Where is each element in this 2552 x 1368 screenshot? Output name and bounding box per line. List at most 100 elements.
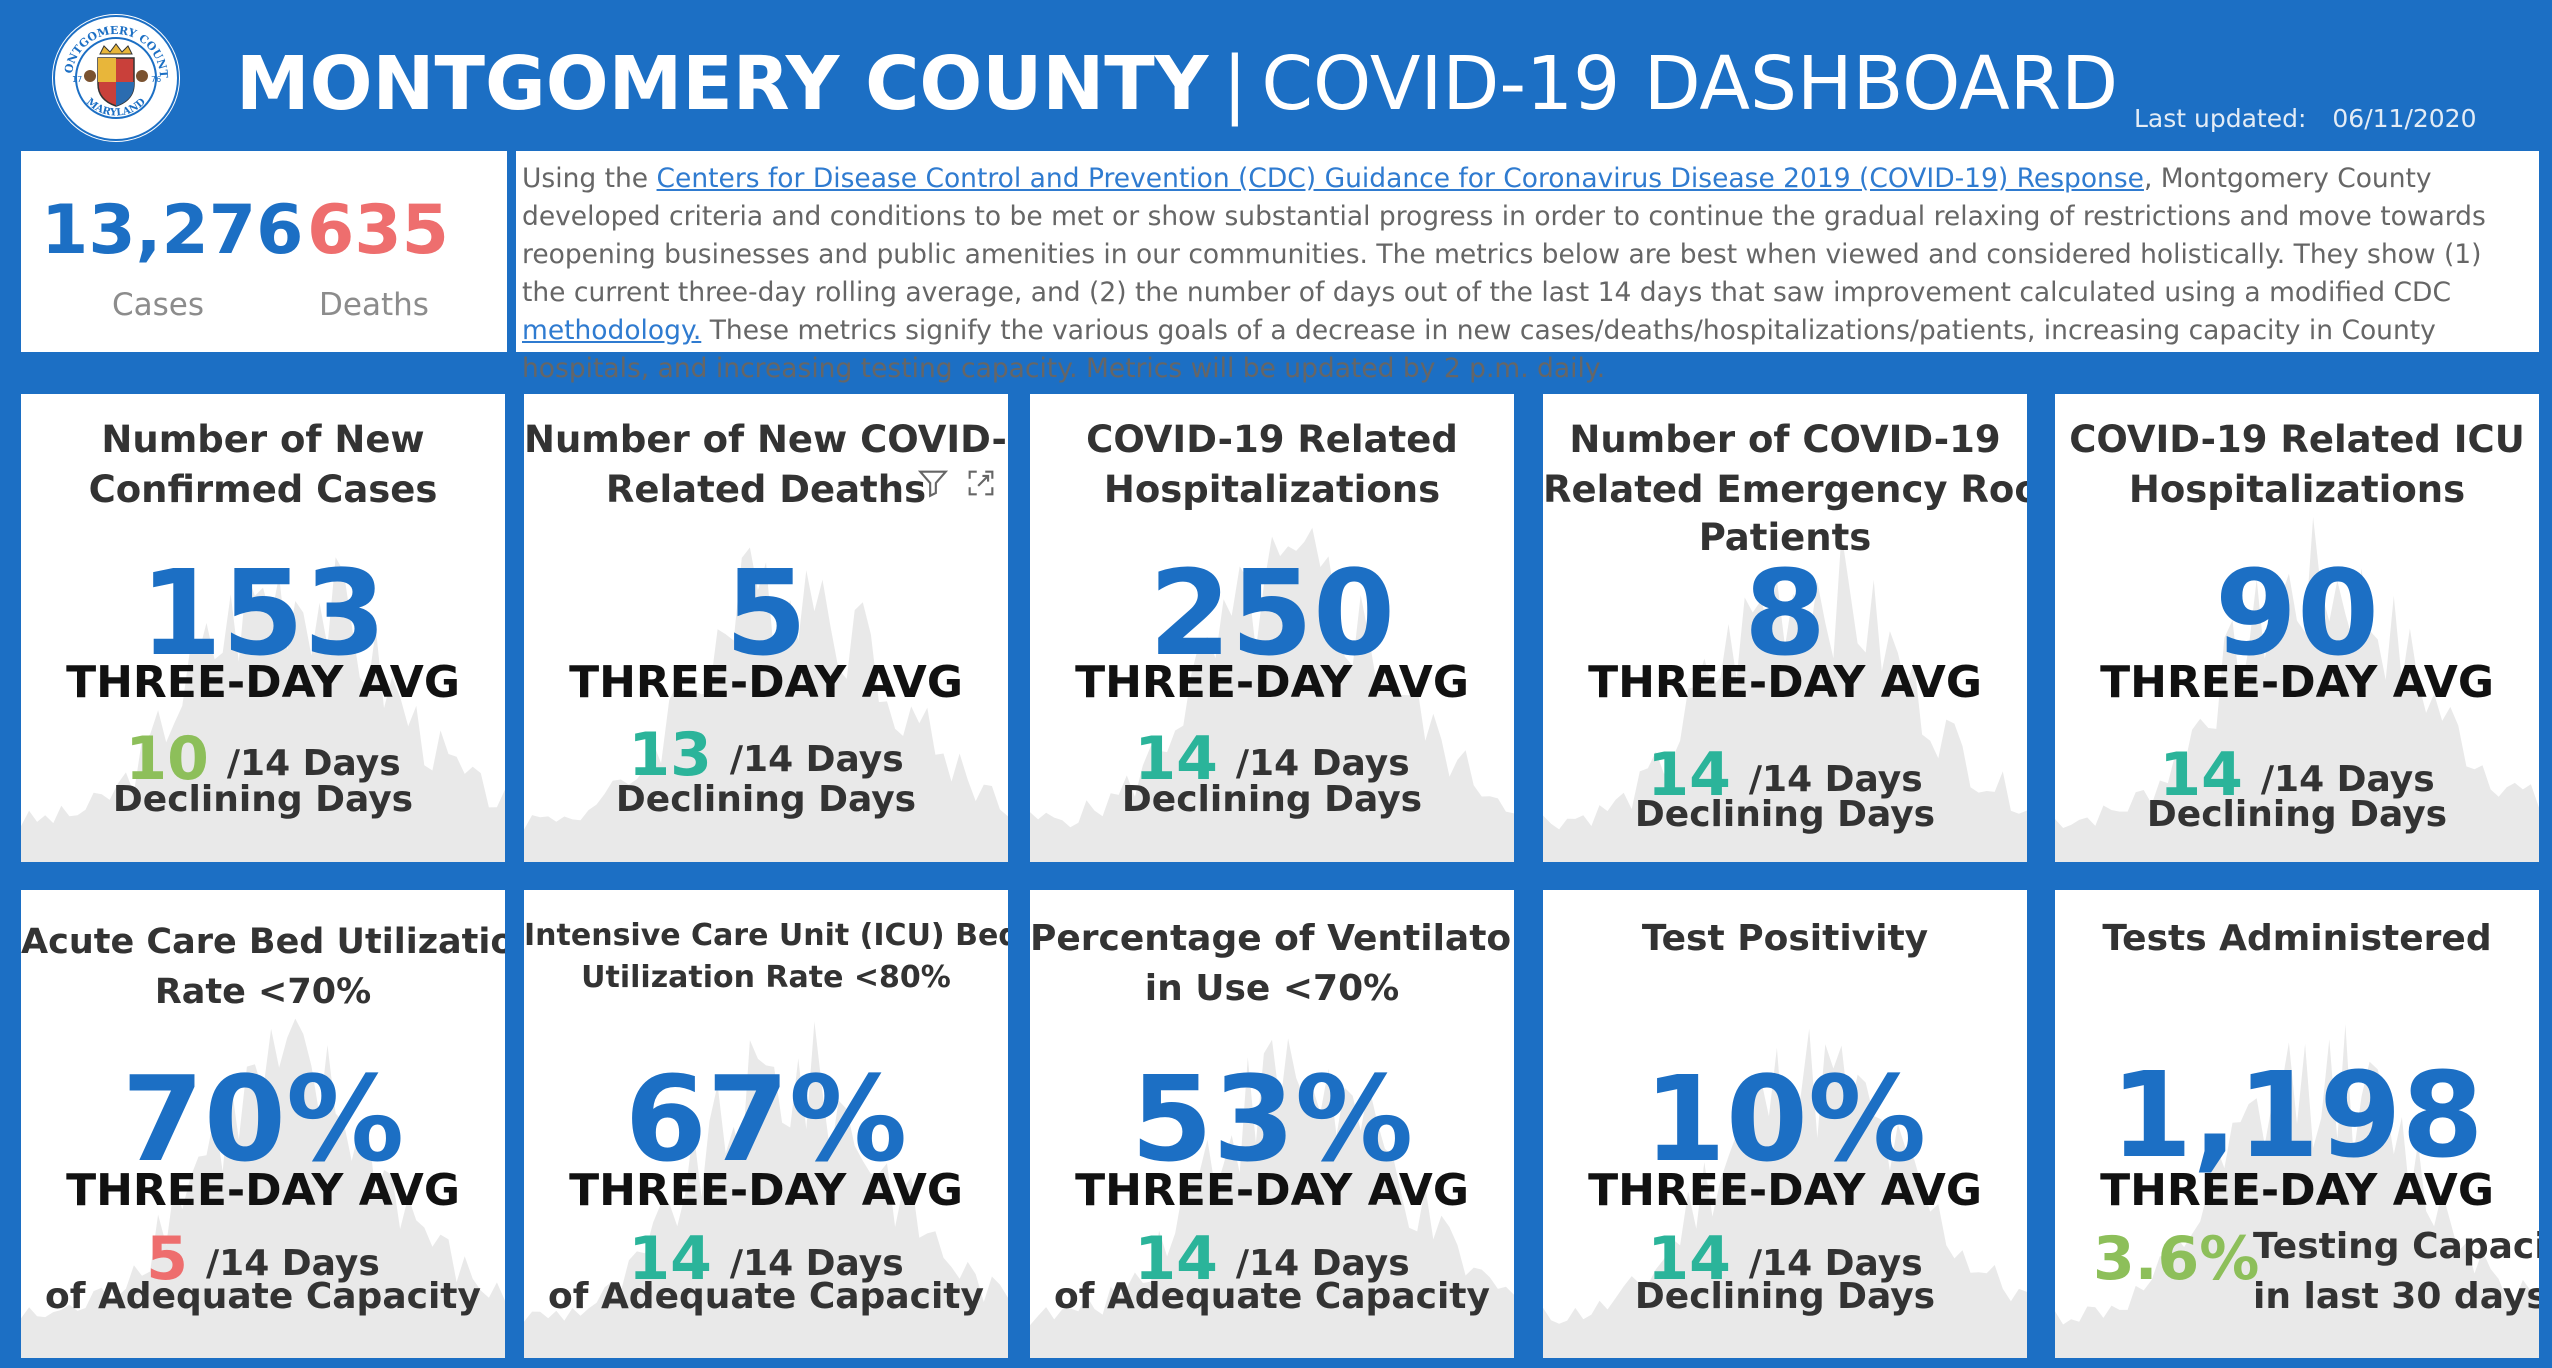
three-day-avg-label: THREE-DAY AVG: [569, 657, 963, 708]
days-count-number: 14: [1647, 740, 1731, 810]
days-count: 14/14 Days: [1543, 740, 2027, 810]
card-title-line: Tests Administered: [2102, 918, 2492, 959]
trend-area: [21, 1018, 505, 1358]
days-count: 10/14 Days: [21, 724, 505, 794]
three-day-avg-label: THREE-DAY AVG: [66, 1165, 460, 1216]
card-subtitle: Testing Capacity: [2253, 1226, 2539, 1267]
days-count-number: 5: [146, 1224, 188, 1294]
days-count-suffix: /14 Days: [1235, 743, 1410, 784]
title-separator: |: [1222, 41, 1248, 127]
days-count-number: 14: [1134, 1224, 1218, 1294]
days-count: 14/14 Days: [2055, 740, 2539, 810]
trend-area: [2055, 517, 2539, 862]
trend-area-chart: [524, 1021, 1008, 1358]
days-count-number: 14: [628, 1224, 712, 1294]
metric-value: 70%: [121, 1050, 405, 1188]
deaths-label: Deaths: [319, 287, 429, 323]
card-subtitle: of Adequate Capacity: [548, 1276, 984, 1317]
cases-label: Cases: [112, 287, 205, 323]
card-title-line: Patients: [1698, 516, 1872, 559]
three-day-avg-label: THREE-DAY AVG: [2100, 657, 2494, 708]
days-count: 13/14 Days: [524, 720, 1008, 790]
cdc-guidance-link[interactable]: Centers for Disease Control and Preventi…: [656, 163, 2144, 194]
card-subtitle: Declining Days: [1634, 1276, 1936, 1317]
trend-area: [1543, 533, 2027, 862]
intro-text: Using the Centers for Disease Control an…: [516, 151, 2539, 384]
metric-value: 90: [2214, 544, 2380, 682]
filter-icon[interactable]: [916, 466, 950, 504]
card-subtitle: of Adequate Capacity: [45, 1276, 481, 1317]
trend-area: [1030, 527, 1514, 862]
days-count: 14/14 Days: [1030, 1224, 1514, 1294]
metric-card[interactable]: Number of New COVID-19 Related Deaths 5 THR…: [524, 394, 1008, 862]
card-title-line: COVID-19 Related ICU: [2069, 418, 2525, 461]
trend-area: [2055, 1024, 2539, 1358]
trend-area-chart: [1543, 533, 2027, 862]
days-count: 3.6%: [2093, 1224, 2259, 1294]
last-updated-date: 06/11/2020: [2332, 104, 2477, 133]
metric-card[interactable]: Number of New Confirmed Cases 153 THREE-DAY…: [21, 394, 505, 862]
days-count: 14/14 Days: [1030, 724, 1514, 794]
title-county: MONTGOMERY COUNTY: [236, 41, 1209, 127]
trend-area-chart: [524, 547, 1008, 862]
card-subtitle: Declining Days: [1634, 794, 1936, 835]
seal-left-year: 17: [72, 75, 82, 84]
metric-card[interactable]: Intensive Care Unit (ICU) Bed Utilization…: [524, 890, 1008, 1358]
trend-area-chart: [21, 557, 505, 862]
days-count: 5/14 Days: [21, 1224, 505, 1294]
trend-area-chart: [2055, 517, 2539, 862]
metric-card[interactable]: Acute Care Bed Utilization Rate <70% 70% TH…: [21, 890, 505, 1358]
days-count-number: 10: [125, 724, 209, 794]
days-count-number: 14: [2159, 740, 2243, 810]
card-subtitle: Declining Days: [1121, 779, 1423, 820]
intro-pre: Using the: [522, 163, 657, 194]
seal-right-year: 76: [151, 75, 161, 84]
metric-card[interactable]: Number of COVID-19 Related Emergency Room…: [1543, 394, 2027, 862]
three-day-avg-label: THREE-DAY AVG: [1075, 657, 1469, 708]
metric-card[interactable]: Test Positivity 10% THREE-DAY AVG 14/14 Day…: [1543, 890, 2027, 1358]
metric-value: 67%: [624, 1050, 908, 1188]
card-title-line: Related Deaths: [605, 468, 927, 511]
days-count-suffix: /14 Days: [1235, 1243, 1410, 1284]
days-count-suffix: /14 Days: [729, 739, 904, 780]
card-title-line: Number of New: [101, 418, 425, 461]
methodology-link[interactable]: methodology.: [522, 315, 702, 346]
last-updated-label: Last updated:: [2134, 104, 2307, 133]
intro-mid: , Montgomery County developed criteria a…: [522, 163, 2486, 308]
three-day-avg-label: THREE-DAY AVG: [569, 1165, 963, 1216]
metric-card[interactable]: Percentage of Ventilators in Use <70% 53% T…: [1030, 890, 1514, 1358]
deaths-value: 635: [307, 191, 449, 270]
card-title-line: Hospitalizations: [2128, 468, 2466, 511]
metric-card[interactable]: Tests Administered 1,198 THREE-DAY AVG 3.6%…: [2055, 890, 2539, 1358]
three-day-avg-label: THREE-DAY AVG: [1075, 1165, 1469, 1216]
three-day-avg-label: THREE-DAY AVG: [66, 657, 460, 708]
days-count-suffix: /14 Days: [1748, 1243, 1923, 1284]
metric-value: 5: [724, 544, 808, 682]
trend-area: [1543, 1028, 2027, 1358]
three-day-avg-label: THREE-DAY AVG: [1588, 657, 1982, 708]
card-title-line: Number of COVID-19: [1569, 418, 2001, 461]
visual-header-tools: [916, 466, 998, 504]
days-count: 14/14 Days: [1543, 1224, 2027, 1294]
metric-card[interactable]: COVID-19 Related Hospitalizations 250 THREE…: [1030, 394, 1514, 862]
days-count-number: 14: [1647, 1224, 1731, 1294]
days-count-suffix: /14 Days: [206, 1243, 380, 1284]
metric-value: 8: [1743, 544, 1827, 682]
card-subtitle: Declining Days: [2146, 794, 2448, 835]
focus-mode-icon[interactable]: [964, 466, 998, 504]
metric-value: 1,198: [2110, 1046, 2484, 1184]
card-title-line: Intensive Care Unit (ICU) Bed: [524, 918, 1008, 953]
trend-area: [524, 547, 1008, 862]
card-title-line: Confirmed Cases: [88, 468, 438, 511]
card-subtitle: Declining Days: [615, 779, 917, 820]
county-seal: MONTGOMERY COUNTY MARYLAND 17 76: [46, 4, 180, 142]
last-updated: Last updated: 06/11/2020: [2134, 104, 2477, 133]
card-title-line: Utilization Rate <80%: [581, 960, 951, 995]
days-count-number: 14: [1134, 724, 1218, 794]
card-title-line: COVID-19 Related: [1086, 418, 1458, 461]
metric-card[interactable]: COVID-19 Related ICU Hospitalizations 90 TH…: [2055, 394, 2539, 862]
card-title-line: Number of New COVID-19: [524, 418, 1008, 461]
card-subtitle: in last 30 days: [2253, 1276, 2539, 1317]
card-title-line: Rate <70%: [154, 972, 372, 1012]
days-count-suffix: /14 Days: [729, 1243, 904, 1284]
